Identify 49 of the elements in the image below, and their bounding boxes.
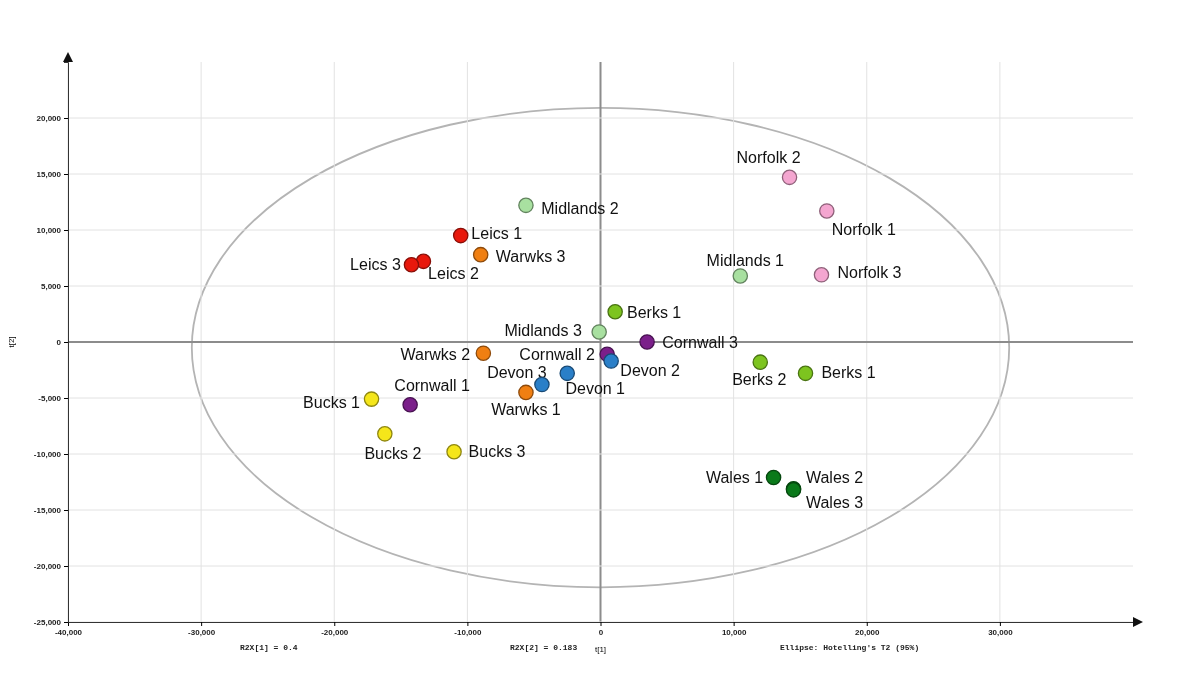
y-tick-label: -5,000 [38,394,62,404]
data-label: Leics 2 [428,264,479,282]
data-label: Cornwall 1 [394,377,471,395]
x-tick-label: -10,000 [454,627,482,637]
x-tick-label: 30,000 [988,627,1014,637]
data-label: Cornwall 3 [662,333,738,351]
data-label: Wales 1 [705,469,764,487]
text: R2X[1] = 0.4 [240,643,298,652]
text: Ellipse: Hotelling's T2 (95%) [780,643,920,652]
data-label: Bucks 3 [468,443,526,461]
data-label: Norfolk 1 [831,220,896,238]
y-tick-label: -10,000 [33,450,62,460]
data-label: Berks 1 [627,304,682,322]
data-label: Devon 2 [620,361,681,379]
y-tick-label: -15,000 [33,506,62,516]
y-tick-label: 0 [56,338,62,348]
y-tick-label: 5,000 [40,282,62,292]
x-tick-label: -40,000 [54,627,83,637]
x-axis-title: t[1] [594,645,607,654]
x-tick-label: -30,000 [188,627,216,637]
y-tick-label: 15,000 [36,170,62,180]
data-label: Warwks 1 [491,401,561,418]
data-label: Wales 3 [805,494,864,512]
data-label: Devon 1 [565,379,626,397]
y-tick-label: 10,000 [36,226,62,236]
data-label: Norfolk 2 [736,148,801,166]
data-label: Berks 2 [732,370,787,388]
data-label: Midlands 3 [504,321,582,339]
data-label: Warwks 3 [495,248,566,266]
text: R2X[2] = 0.183 [510,643,578,652]
y-tick-label: -25,000 [33,618,62,628]
data-label: Bucks 1 [303,393,361,411]
y-tick-label: -20,000 [33,562,62,572]
y-axis-title: t[2] [7,336,16,348]
data-label: Bucks 2 [364,445,422,463]
data-label: Leics 1 [471,225,523,243]
x-tick-label: -20,000 [321,627,349,637]
data-label: Midlands 1 [706,251,785,269]
y-tick-label: 20,000 [36,114,62,124]
data-label: Warwks 2 [400,345,471,363]
data-label: Cornwall 2 [519,345,596,363]
data-label: Midlands 2 [541,199,619,217]
data-label: Leics 3 [350,256,401,274]
data-label: Wales 2 [805,469,864,487]
x-tick-label: 20,000 [855,627,881,637]
data-label: Norfolk 3 [837,264,902,282]
x-tick-label: 10,000 [721,627,747,637]
x-tick-label: 0 [598,627,604,637]
data-label: Berks 1 [821,363,876,381]
